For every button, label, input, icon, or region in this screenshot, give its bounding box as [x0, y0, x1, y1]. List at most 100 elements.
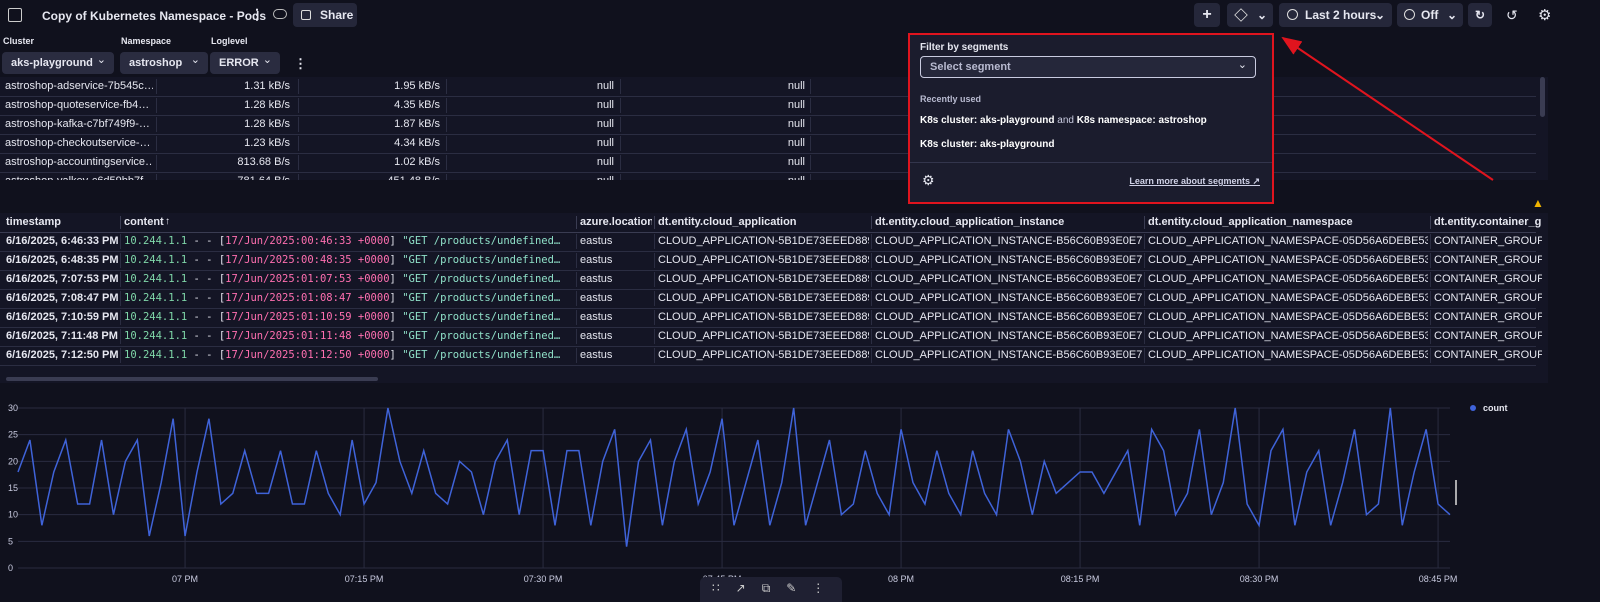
table-cell: CLOUD_APPLICATION_INSTANCE-B56C60B93E0E7…	[875, 292, 1142, 304]
content-part: 10.244.1.1	[124, 235, 188, 247]
column-divider	[298, 174, 299, 180]
table-cell: eastus	[580, 349, 613, 361]
table-cell: CLOUD_APPLICATION_INSTANCE-B56C60B93E0E7…	[875, 254, 1142, 266]
table-cell: null	[596, 80, 614, 92]
table-row: astroshop-kafka-c7bf749f9-… 1.28 kB/s 1.87…	[0, 115, 1536, 135]
column-divider	[654, 348, 655, 363]
table-cell: 4.34 kB/s	[394, 137, 440, 149]
log-content: 10.244.1.1 - - [17/Jun/2025:01:11:48 +00…	[124, 327, 574, 346]
table-cell: null	[596, 118, 614, 130]
segment-button[interactable]: ⌄	[1227, 3, 1273, 27]
table-cell: CLOUD_APPLICATION_INSTANCE-B56C60B93E0E7…	[875, 311, 1142, 323]
content-part: "GET /products/undefined…	[402, 254, 561, 266]
table-cell: CONTAINER_GROUP-…	[1434, 254, 1542, 266]
y-tick-label: 5	[8, 536, 13, 546]
content-part: ]	[389, 330, 403, 342]
table-header: timestamp content azure.location dt.entity.…	[0, 213, 1541, 233]
column-divider	[620, 98, 621, 113]
column-divider	[446, 136, 447, 151]
column-divider	[576, 234, 577, 249]
content-part: - - [	[187, 254, 226, 266]
table-row: 6/16/2025, 7:07:53 PM 10.244.1.1 - - [17/…	[0, 270, 1542, 290]
scrollbar	[6, 377, 378, 381]
segment-select[interactable]: Select segment ⌄	[920, 56, 1256, 78]
column-divider	[156, 98, 157, 113]
table-cell: 6/16/2025, 7:10:59 PM	[6, 311, 118, 323]
content-part: 17/Jun/2025:01:10:59 +0000	[225, 311, 390, 323]
table-cell: null	[787, 99, 805, 111]
scrollbar	[1540, 77, 1545, 117]
column-divider	[1144, 234, 1145, 249]
table-cell: null	[787, 137, 805, 149]
x-tick-label: 07 PM	[172, 574, 198, 584]
recent-segment[interactable]: K8s cluster: aks-playground and K8s name…	[920, 115, 1207, 126]
column-divider	[871, 216, 872, 229]
column-divider	[156, 136, 157, 151]
column-divider	[1144, 216, 1145, 229]
timeframe-button[interactable]: Last 2 hours ⌄	[1279, 3, 1392, 27]
menu-icon[interactable]	[8, 8, 22, 22]
column-divider	[120, 310, 121, 325]
tile-toolbar[interactable]: ∷↗⧉✎⋮	[700, 577, 842, 602]
add-button[interactable]: +	[1194, 3, 1220, 27]
column-divider	[120, 253, 121, 268]
x-tick-label: 08:45 PM	[1419, 574, 1458, 584]
filter-dropdown[interactable]: astroshop ⌄	[120, 52, 208, 74]
reload-button[interactable]: ↻	[1468, 3, 1492, 27]
warning-icon[interactable]: ▲	[1532, 196, 1544, 210]
content-part: 17/Jun/2025:00:48:35 +0000	[225, 254, 390, 266]
log-content: 10.244.1.1 - - [17/Jun/2025:01:12:50 +00…	[124, 346, 574, 365]
recent-segment[interactable]: K8s cluster: aks-playground	[920, 139, 1054, 150]
table-row: 6/16/2025, 6:46:33 PM 10.244.1.1 - - [17/…	[0, 232, 1542, 252]
content-part: - - [	[187, 235, 226, 247]
refresh-button[interactable]: Off ⌄	[1397, 3, 1463, 27]
cloud-icon[interactable]	[273, 9, 287, 19]
segment-part: K8s cluster: aks-playground	[920, 115, 1055, 126]
table-cell: null	[474, 172, 614, 180]
filter-label: Loglevel	[211, 36, 248, 46]
settings-icon[interactable]: ⚙	[1538, 7, 1552, 24]
table-row: 6/16/2025, 7:12:50 PM 10.244.1.1 - - [17/…	[0, 346, 1542, 366]
history-icon[interactable]: ↺	[1506, 7, 1518, 23]
more-icon[interactable]: ⋮	[250, 6, 264, 22]
share-button[interactable]: Share	[293, 3, 357, 27]
table-cell: eastus	[580, 273, 613, 285]
table-cell: CLOUD_APPLICATION_NAMESPACE-05D56A6DEBE5…	[1148, 235, 1428, 247]
column-divider	[446, 98, 447, 113]
recent-label: Recently used	[920, 94, 982, 104]
column-divider	[298, 136, 299, 151]
column-divider	[576, 310, 577, 325]
filter-dropdown[interactable]: ERROR ⌄	[210, 52, 280, 74]
column-divider	[1144, 329, 1145, 344]
table-cell: 451.48 B/s	[300, 172, 440, 180]
table-cell: CLOUD_APPLICATION_INSTANCE-B56C60B93E0E7…	[875, 273, 1142, 285]
settings-icon[interactable]: ⚙	[922, 172, 935, 188]
column-divider	[446, 155, 447, 170]
table-cell: 1.87 kB/s	[394, 118, 440, 130]
table-cell: eastus	[580, 330, 613, 342]
learn-more-link[interactable]: Learn more about segments ↗	[1129, 176, 1260, 186]
table-cell: CLOUD_APPLICATION-5B1DE73EEED889E8	[658, 235, 869, 247]
x-tick-label: 08 PM	[888, 574, 914, 584]
column-divider	[1430, 272, 1431, 287]
log-content: 10.244.1.1 - - [17/Jun/2025:00:46:33 +00…	[124, 232, 574, 251]
filter-dropdown[interactable]: aks-playground ⌄	[2, 52, 114, 74]
y-tick-label: 10	[8, 510, 18, 520]
table-row: astroshop-quoteservice-fb4… 1.28 kB/s 4.35…	[0, 96, 1536, 116]
table-row: astroshop-accountingservice… 813.68 B/s 1.…	[0, 153, 1536, 173]
table-cell: CONTAINER_GROUP-…	[1434, 349, 1542, 361]
column-divider	[156, 174, 157, 180]
content-part: 17/Jun/2025:00:46:33 +0000	[225, 235, 390, 247]
share-label: Share	[320, 8, 354, 22]
link-text: Learn more about segments	[1129, 176, 1250, 186]
table-cell: 6/16/2025, 7:12:50 PM	[6, 349, 118, 361]
line-series	[17, 407, 1451, 547]
log-content: 10.244.1.1 - - [17/Jun/2025:00:48:35 +00…	[124, 251, 574, 270]
x-tick-label: 07:15 PM	[345, 574, 384, 584]
table-cell: CONTAINER_GROUP-…	[1434, 330, 1542, 342]
content-part: 10.244.1.1	[124, 254, 188, 266]
column-divider	[654, 291, 655, 306]
table-cell: CONTAINER_GROUP-…	[1434, 235, 1542, 247]
table-cell: 1.28 kB/s	[244, 99, 290, 111]
column-divider	[120, 216, 121, 229]
